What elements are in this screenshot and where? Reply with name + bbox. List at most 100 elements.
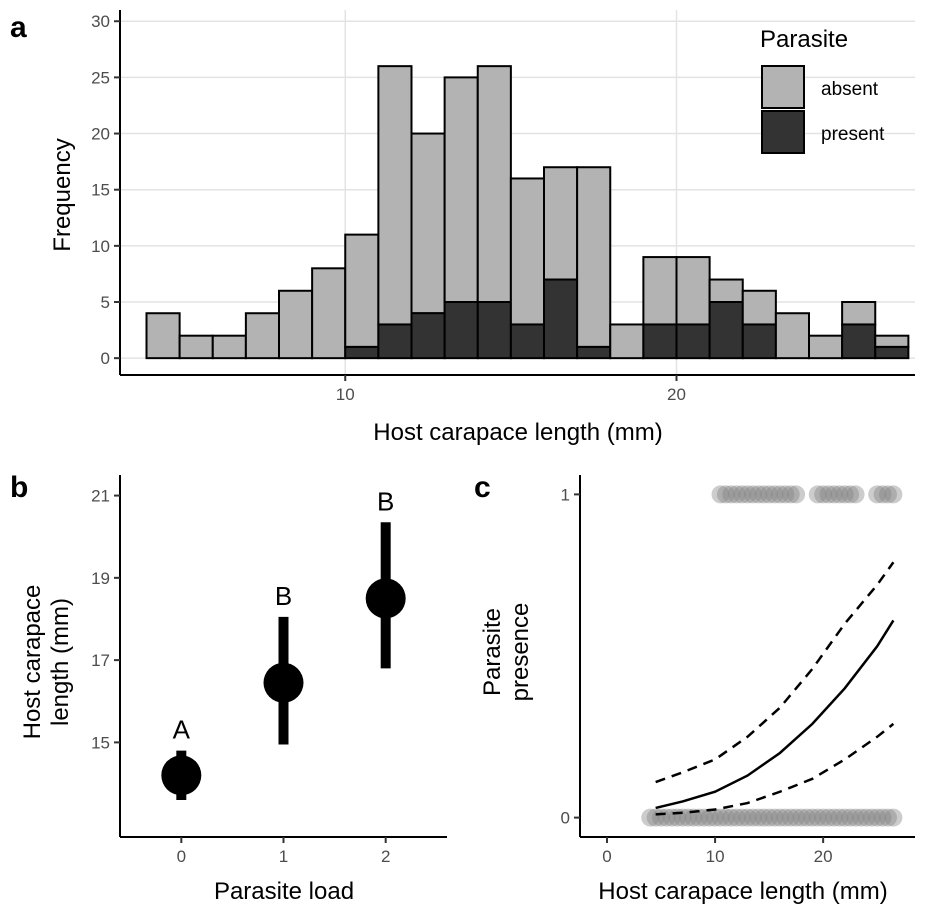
- point-absent: [819, 808, 838, 827]
- mean-point: [365, 578, 406, 619]
- bar-present: [410, 312, 446, 360]
- panel-c-ylabel-line2: presence: [507, 603, 534, 702]
- bar-present: [642, 323, 678, 360]
- ci-lower-line: [655, 722, 895, 816]
- bar-absent: [576, 166, 612, 348]
- point-absent: [711, 808, 730, 827]
- point-absent: [808, 808, 827, 827]
- point-absent: [787, 808, 806, 827]
- x-tick-label: 10: [706, 847, 725, 866]
- point-present: [743, 485, 762, 504]
- bar-absent: [211, 334, 247, 360]
- point-present: [878, 485, 897, 504]
- point-absent: [868, 808, 887, 827]
- x-tick-label: 0: [177, 847, 186, 866]
- point-absent: [706, 808, 725, 827]
- point-absent: [770, 808, 789, 827]
- bar-absent: [145, 312, 181, 360]
- y-tick-label: 0: [561, 809, 570, 828]
- bar-present: [576, 345, 612, 360]
- y-tick-label: 19: [91, 569, 110, 588]
- panel-a-axes: 0 5 10 15 20 25 30 10 20: [91, 10, 915, 404]
- point-present: [830, 485, 849, 504]
- y-tick-label: 15: [91, 733, 110, 752]
- point-present: [711, 485, 730, 504]
- bar-absent: [543, 166, 579, 281]
- point-absent: [776, 808, 795, 827]
- point-absent: [760, 808, 779, 827]
- legend-key-present: [761, 110, 805, 154]
- point-present: [776, 485, 795, 504]
- y-tick-label: 10: [91, 237, 110, 256]
- bar-absent: [675, 256, 711, 326]
- y-tick-label: 15: [91, 181, 110, 200]
- point-absent: [857, 808, 876, 827]
- bar-absent: [476, 65, 512, 304]
- point-absent: [781, 808, 800, 827]
- bar-present: [675, 323, 711, 360]
- panel-b-pointrange: b A B B 15 17 19 21 0 1 2 Parasite load Host car…: [10, 471, 447, 905]
- panel-b-label: b: [10, 471, 28, 504]
- point-present: [819, 485, 838, 504]
- bar-present: [344, 345, 380, 360]
- panel-b-marks: A B B: [161, 486, 406, 800]
- panel-c-xlabel: Host carapace length (mm): [598, 878, 887, 905]
- bar-absent: [377, 65, 413, 326]
- point-present: [835, 485, 854, 504]
- bar-absent: [344, 233, 380, 348]
- point-absent: [835, 808, 854, 827]
- point-absent: [830, 808, 849, 827]
- bar-present: [874, 345, 910, 360]
- panel-a-legend: Parasite absent present: [760, 26, 885, 154]
- point-present: [781, 485, 800, 504]
- point-present: [733, 485, 752, 504]
- fit-line: [655, 619, 895, 810]
- y-tick-label: 21: [91, 487, 110, 506]
- point-present: [808, 485, 827, 504]
- point-absent: [841, 808, 860, 827]
- group-letter: A: [173, 715, 191, 745]
- panel-c-marks: [641, 485, 903, 827]
- bar-absent: [509, 177, 545, 326]
- point-present: [787, 485, 806, 504]
- y-tick-label: 0: [101, 349, 110, 368]
- point-absent: [700, 808, 719, 827]
- bar-present: [543, 278, 579, 360]
- y-tick-label: 30: [91, 12, 110, 31]
- panel-b-xlabel: Parasite load: [214, 878, 354, 905]
- bar-absent: [443, 76, 479, 303]
- mean-point: [263, 662, 304, 703]
- y-tick-label: 25: [91, 68, 110, 87]
- bar-absent: [244, 312, 280, 360]
- point-present: [868, 485, 887, 504]
- x-tick-label: 10: [336, 385, 355, 404]
- panel-a-ylabel: Frequency: [49, 138, 76, 251]
- point-absent: [679, 808, 698, 827]
- bar-absent: [808, 334, 844, 360]
- y-tick-label: 17: [91, 651, 110, 670]
- point-present: [738, 485, 757, 504]
- panel-c-axes: 010 10 20: [561, 475, 915, 866]
- point-present: [814, 485, 833, 504]
- panel-a-histogram: a 0 5 10 15 20 25 30 10 20 Host carapace length …: [10, 10, 915, 446]
- point-absent: [814, 808, 833, 827]
- point-absent: [873, 808, 892, 827]
- point-present: [722, 485, 741, 504]
- x-tick-label: 2: [381, 847, 390, 866]
- point-present: [846, 485, 865, 504]
- bar-absent: [741, 289, 777, 326]
- legend-label-present: present: [821, 124, 885, 145]
- x-tick-label: 1: [279, 847, 288, 866]
- point-present: [754, 485, 773, 504]
- point-absent: [797, 808, 816, 827]
- panel-a-bars: [145, 65, 910, 360]
- point-present: [716, 485, 735, 504]
- point-absent: [765, 808, 784, 827]
- point-present: [760, 485, 779, 504]
- point-absent: [846, 808, 865, 827]
- point-absent: [824, 808, 843, 827]
- point-present: [749, 485, 768, 504]
- bar-present: [741, 323, 777, 360]
- x-tick-label: 0: [602, 847, 611, 866]
- legend-title: Parasite: [760, 26, 848, 53]
